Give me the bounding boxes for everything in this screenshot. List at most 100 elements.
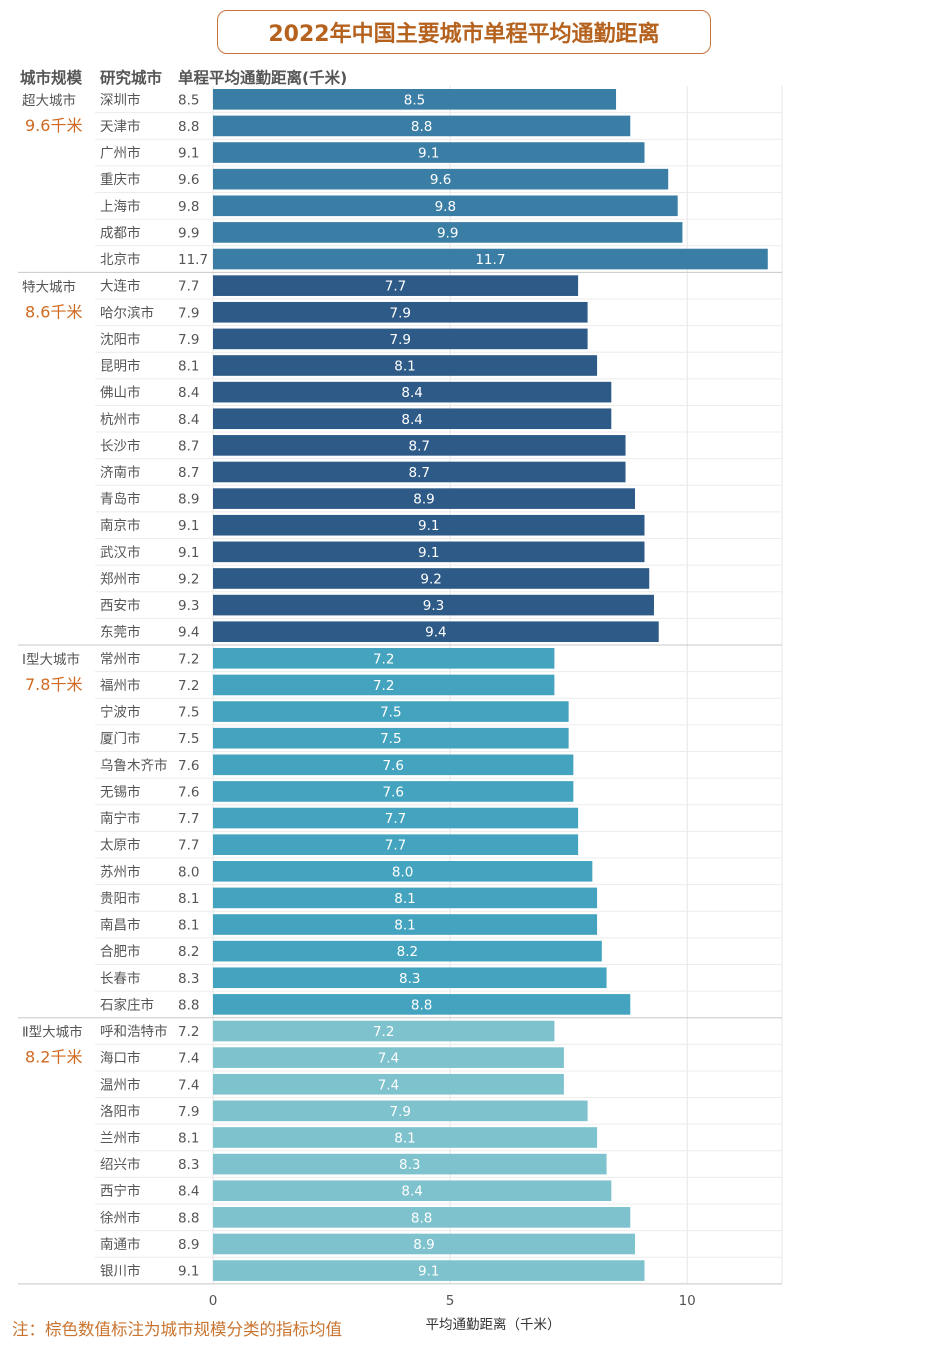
value-label: 9.4 xyxy=(178,625,199,641)
bar-data-label: 7.5 xyxy=(380,731,401,747)
city-label: 兰州市 xyxy=(100,1129,141,1146)
value-label: 8.4 xyxy=(178,1184,199,1200)
bar-data-label: 8.0 xyxy=(392,864,413,880)
city-label: 贵阳市 xyxy=(100,890,141,907)
value-label: 7.5 xyxy=(178,731,199,747)
value-label: 7.6 xyxy=(178,784,199,800)
bar-data-label: 8.9 xyxy=(413,1237,434,1253)
bar xyxy=(213,248,768,270)
bar-data-label: 8.7 xyxy=(409,465,430,481)
city-label: 南宁市 xyxy=(100,810,141,827)
bar-data-label: 8.9 xyxy=(413,492,434,508)
city-label: 武汉市 xyxy=(100,544,141,561)
value-label: 8.4 xyxy=(178,412,199,428)
bar-data-label: 8.5 xyxy=(404,92,425,108)
city-label: 深圳市 xyxy=(100,91,141,108)
city-label: 长沙市 xyxy=(100,437,141,454)
city-label: 福州市 xyxy=(100,677,141,694)
bar-data-label: 8.4 xyxy=(401,385,422,401)
value-label: 8.3 xyxy=(178,971,199,987)
bar xyxy=(213,328,588,350)
group-average: 7.8千米 xyxy=(25,675,82,694)
x-tick-label: 5 xyxy=(446,1293,455,1309)
bar-data-label: 11.7 xyxy=(475,252,505,268)
bar xyxy=(213,994,631,1015)
city-label: 常州市 xyxy=(100,650,141,667)
city-label: 洛阳市 xyxy=(100,1103,141,1120)
bar-data-label: 9.9 xyxy=(437,225,458,241)
bar xyxy=(213,887,598,909)
group-average: 8.2千米 xyxy=(25,1048,82,1067)
bar xyxy=(213,648,555,669)
value-label: 7.9 xyxy=(178,332,199,348)
value-label: 7.2 xyxy=(178,1024,199,1040)
city-label: 苏州市 xyxy=(100,863,141,880)
bar xyxy=(213,781,574,802)
bar xyxy=(213,594,654,616)
value-label: 8.8 xyxy=(178,119,199,135)
bar-data-label: 7.2 xyxy=(373,651,394,667)
city-label: 郑州市 xyxy=(100,570,141,587)
value-label: 9.9 xyxy=(178,225,199,241)
bar-data-label: 8.1 xyxy=(394,1130,415,1146)
bar xyxy=(213,381,612,403)
value-label: 8.9 xyxy=(178,1237,199,1253)
value-label: 7.7 xyxy=(178,811,199,827)
city-label: 佛山市 xyxy=(100,384,141,401)
bar-data-label: 7.2 xyxy=(373,1024,394,1040)
value-label: 7.5 xyxy=(178,705,199,721)
bar xyxy=(213,967,607,989)
city-label: 沈阳市 xyxy=(100,331,141,348)
bar xyxy=(213,115,631,137)
value-label: 11.7 xyxy=(178,252,208,268)
bar xyxy=(213,1127,598,1148)
value-label: 8.1 xyxy=(178,891,199,907)
value-label: 9.1 xyxy=(178,518,199,534)
city-label: 呼和浩特市 xyxy=(100,1023,168,1040)
city-label: 绍兴市 xyxy=(100,1156,141,1173)
value-label: 9.6 xyxy=(178,172,199,188)
value-label: 8.2 xyxy=(178,944,199,960)
group-name: Ⅰ型大城市 xyxy=(22,651,80,668)
bar xyxy=(213,541,645,563)
city-label: 东莞市 xyxy=(100,624,141,641)
city-label: 海口市 xyxy=(100,1050,141,1067)
bar xyxy=(213,754,574,776)
x-tick-label: 0 xyxy=(209,1293,218,1309)
city-label: 西宁市 xyxy=(100,1183,141,1200)
value-label: 7.4 xyxy=(178,1051,199,1067)
group-average: 8.6千米 xyxy=(25,302,82,321)
bar xyxy=(213,1153,607,1175)
bar-data-label: 8.2 xyxy=(397,944,418,960)
bar-data-label: 9.1 xyxy=(418,545,439,561)
bar-data-label: 8.1 xyxy=(394,918,415,934)
bar-data-label: 8.8 xyxy=(411,119,432,135)
bar-data-label: 7.7 xyxy=(385,838,406,854)
bar xyxy=(213,461,626,483)
city-label: 杭州市 xyxy=(100,411,141,428)
bar-data-label: 7.4 xyxy=(378,1077,399,1093)
bar-data-label: 7.6 xyxy=(382,784,403,800)
city-label: 宁波市 xyxy=(100,704,141,721)
bar-data-label: 7.7 xyxy=(385,279,406,295)
bar xyxy=(213,1207,631,1228)
value-label: 9.1 xyxy=(178,1264,199,1280)
city-label: 昆明市 xyxy=(100,358,141,375)
header-city: 研究城市 xyxy=(100,69,163,87)
bar-data-label: 9.6 xyxy=(430,172,451,188)
value-label: 8.7 xyxy=(178,438,199,454)
group-average: 9.6千米 xyxy=(25,116,82,135)
bar xyxy=(213,222,683,243)
city-label: 广州市 xyxy=(100,145,141,162)
value-label: 8.0 xyxy=(178,864,199,880)
bar-data-label: 8.1 xyxy=(394,359,415,375)
bar-data-label: 7.7 xyxy=(385,811,406,827)
bar-data-label: 9.2 xyxy=(420,571,441,587)
city-label: 成都市 xyxy=(100,224,141,241)
value-label: 8.9 xyxy=(178,492,199,508)
value-label: 8.1 xyxy=(178,359,199,375)
value-label: 7.4 xyxy=(178,1077,199,1093)
bar-data-label: 9.3 xyxy=(423,598,444,614)
bar-data-label: 8.7 xyxy=(409,438,430,454)
